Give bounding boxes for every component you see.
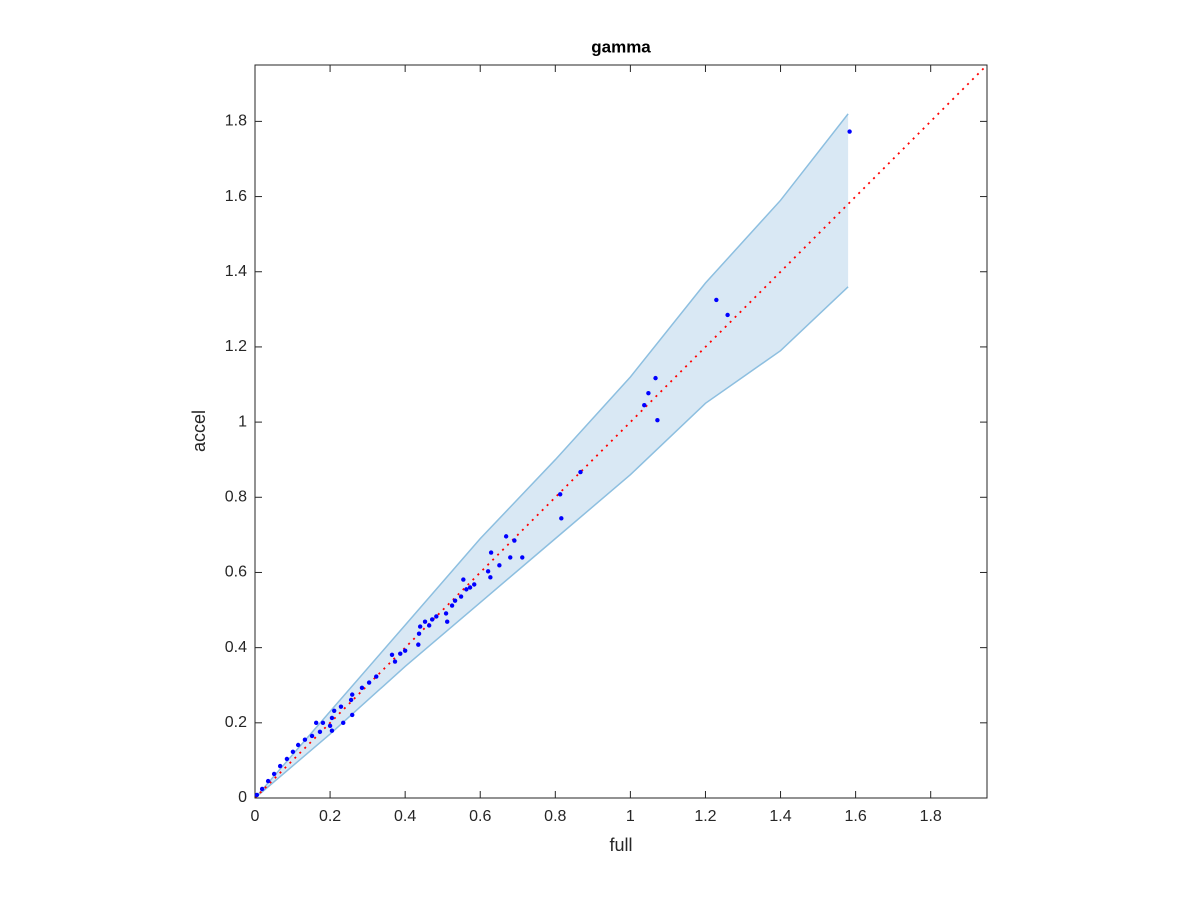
point: [559, 516, 564, 521]
point: [417, 624, 423, 629]
point: [341, 720, 346, 726]
point: [449, 603, 455, 608]
point: [327, 723, 333, 729]
point: [458, 594, 464, 599]
y-tick-label: 1: [238, 413, 247, 430]
y-tick-label: 1.4: [225, 263, 247, 280]
x-tick-label: 0.6: [469, 808, 491, 825]
point: [847, 129, 852, 134]
point: [259, 786, 265, 792]
point: [464, 587, 469, 592]
point: [485, 569, 491, 574]
point: [389, 652, 395, 657]
y-axis-label: accel: [189, 410, 209, 452]
x-tick-label: 0.4: [394, 808, 416, 825]
x-tick-label: 1.6: [844, 808, 866, 825]
band-upper: [254, 113, 849, 799]
point: [338, 704, 344, 709]
x-tick-label: 1.8: [920, 808, 942, 825]
chart-title: gamma: [591, 37, 651, 56]
point: [443, 611, 449, 616]
point: [426, 623, 432, 628]
point: [374, 674, 379, 679]
point: [320, 720, 326, 726]
y-tick-label: 0.4: [225, 639, 247, 656]
point: [309, 733, 315, 739]
point: [350, 692, 355, 697]
point: [488, 550, 494, 555]
point: [295, 742, 301, 748]
point: [265, 778, 271, 784]
point: [452, 598, 458, 603]
point: [366, 680, 372, 685]
point: [512, 538, 517, 543]
axes-box: [254, 64, 988, 799]
y-tick-label: 0: [238, 789, 247, 806]
x-tick-label: 0.2: [319, 808, 341, 825]
point: [416, 642, 421, 647]
x-tick-label: 0: [251, 808, 260, 825]
point: [392, 659, 398, 664]
y-tick-label: 0.2: [225, 714, 247, 731]
point: [348, 697, 354, 703]
x-axis-label: full: [609, 835, 632, 855]
point: [402, 648, 408, 653]
point: [329, 728, 335, 733]
point: [520, 555, 525, 560]
point: [317, 729, 323, 735]
point: [642, 402, 647, 408]
point: [461, 577, 466, 582]
point: [434, 614, 439, 619]
point: [313, 720, 319, 726]
point: [302, 737, 308, 742]
point: [254, 792, 260, 798]
point: [488, 575, 493, 580]
point: [655, 418, 660, 423]
point: [646, 390, 651, 396]
y-tick-label: 0.6: [225, 564, 247, 581]
point: [416, 631, 422, 636]
point: [497, 563, 502, 568]
point: [714, 297, 719, 303]
x-tick-label: 1: [626, 808, 635, 825]
x-tick-label: 0.8: [544, 808, 566, 825]
point: [467, 585, 473, 590]
y-tick-label: 1.2: [225, 338, 247, 355]
point: [271, 771, 277, 777]
x-tick-label: 1.4: [769, 808, 791, 825]
point: [508, 555, 513, 560]
y-tick-label: 1.6: [225, 188, 247, 205]
point: [503, 534, 509, 539]
y-tick-label: 0.8: [225, 489, 247, 506]
band-lower: [254, 286, 849, 799]
point: [277, 763, 283, 769]
point: [398, 651, 403, 656]
point: [284, 756, 290, 762]
x-tick-label: 1.2: [694, 808, 716, 825]
point: [422, 619, 428, 624]
point: [429, 617, 435, 622]
point: [329, 715, 335, 721]
y-tick-label: 1.8: [225, 113, 247, 130]
point: [472, 582, 477, 587]
point: [444, 619, 450, 624]
point: [725, 312, 730, 318]
point: [350, 712, 355, 718]
point: [653, 375, 658, 381]
point: [359, 685, 365, 691]
point: [332, 708, 337, 713]
point: [557, 492, 563, 497]
point: [290, 749, 296, 754]
point: [578, 469, 583, 475]
